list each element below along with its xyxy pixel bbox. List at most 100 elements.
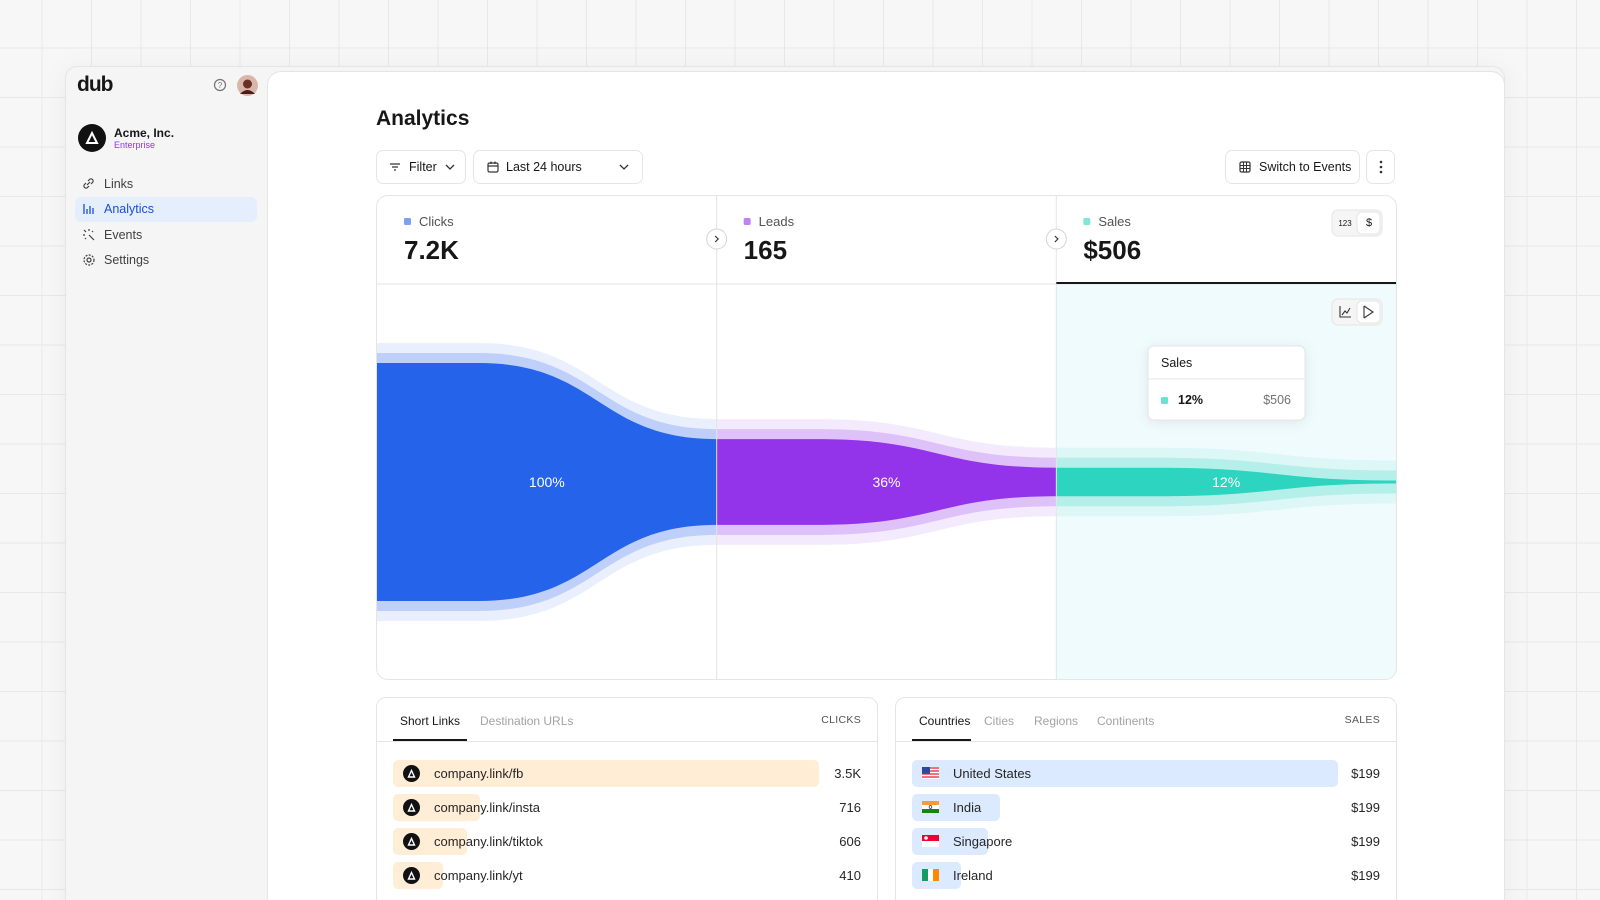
tab[interactable]: Cities [984,714,1015,728]
switch-label: Switch to Events [1259,160,1352,174]
tab-underline [912,739,971,741]
next-step-button[interactable] [706,228,728,250]
table-icon [1239,161,1251,173]
metric-label: CLICKS [821,714,861,726]
view-toggle-active [1356,300,1381,324]
row-name[interactable]: India [953,800,982,815]
row-value: $199 [1351,800,1380,815]
tab-divider [377,741,877,742]
svg-text:?: ? [218,81,223,90]
more-icon [1379,160,1382,174]
row-value: 410 [839,868,861,883]
tooltip-total: $506 [1263,393,1291,407]
flag-icon [922,869,939,881]
line-chart-icon[interactable] [1339,306,1351,318]
row-name[interactable]: company.link/insta [434,800,540,815]
link-icon [403,765,420,782]
date-range-picker[interactable]: Last 24 hours [473,150,643,184]
top-links-panel: Short Links Destination URLs CLICKS company… [376,697,878,900]
tooltip-box [1147,345,1306,421]
unit-toggle-option[interactable]: $ [1366,217,1372,229]
nav-item[interactable]: Links [75,171,257,196]
row-bar [393,760,819,787]
avatar[interactable] [237,75,258,96]
card-total: 165 [744,235,787,265]
nav-item[interactable]: Events [75,222,257,247]
tab[interactable]: Destination URLs [480,714,574,728]
row-name[interactable]: Ireland [953,868,993,883]
funnel-value-label: 100% [529,474,565,490]
nav-icon [83,228,95,240]
nav-icon [83,254,95,266]
tooltip-percent: 12% [1178,393,1203,407]
funnel-band [716,439,1057,525]
row-value: 606 [839,834,861,849]
row-value: $199 [1351,766,1380,781]
chevron [1054,235,1059,243]
row-name[interactable]: company.link/yt [434,868,523,883]
tab[interactable]: Short Links [400,714,461,728]
workspace-plan: Enterprise [114,140,156,150]
tab-underline [393,739,467,741]
tooltip-title: Sales [1161,356,1192,370]
workspace-logo [78,124,106,152]
nav-label: Analytics [104,202,155,216]
row-name[interactable]: company.link/tiktok [434,834,543,849]
card-label-dot [404,218,411,225]
switch-button[interactable]: Switch to Events [1225,150,1360,184]
filter-label: Filter [409,160,437,174]
row-name[interactable]: company.link/fb [434,766,524,781]
funnel-chart: 100% Clicks 7.2K 36% Leads 165 12% Sales $506 123… [377,196,1396,679]
link-icon [403,799,420,816]
card-label-dot [743,218,751,225]
card-total: $506 [1083,235,1141,265]
funnel-icon[interactable] [1363,305,1374,319]
nav-item[interactable]: Settings [75,248,257,273]
tab[interactable]: Continents [1097,714,1155,728]
tooltip-dot [1161,397,1168,404]
chevron [445,164,455,170]
link-icon [403,867,420,884]
card-label-dot [1083,218,1091,225]
calendar-icon [487,161,499,173]
funnel-band [1056,467,1396,497]
chevron [714,235,720,243]
filter-icon [390,163,400,171]
workspace-name[interactable]: Acme, Inc. [114,126,175,140]
card-label: Sales [1098,214,1131,229]
row-value: 3.5K [834,766,861,781]
flag-icon [922,767,939,779]
card-label: Leads [759,214,795,229]
row-value: $199 [1351,834,1380,849]
funnel-card: 100% Clicks 7.2K 36% Leads 165 12% Sales $506 123… [376,195,1397,680]
row-name[interactable]: United States [953,766,1032,781]
card-label: Clicks [419,214,454,229]
tab[interactable]: Regions [1034,714,1079,728]
nav-item[interactable]: Analytics [75,196,257,222]
next-step-button[interactable] [1045,228,1067,250]
more-button[interactable] [1366,150,1395,184]
nav-icon [83,204,94,214]
row-bar [912,760,1338,787]
date-range-label: Last 24 hours [506,160,582,174]
flag-icon [922,835,939,847]
page-title: Analytics [376,107,470,130]
filter-button[interactable]: Filter [376,150,466,184]
chevron [619,164,629,170]
funnel-band [377,363,717,601]
tooltip: Sales 12% $506 [1147,345,1306,421]
help-icon[interactable]: ? [213,78,227,92]
nav-icon [83,177,94,189]
logo[interactable]: dub [77,73,113,96]
nav-label: Settings [104,253,150,267]
row-name[interactable]: Singapore [953,834,1013,849]
unit-toggle-option[interactable]: 123 [1338,219,1352,228]
funnel-value-label: 36% [872,474,900,490]
toggle-active [1356,211,1381,235]
row-value: 716 [839,800,861,815]
nav-label: Links [104,176,134,191]
tab[interactable]: Countries [919,714,971,728]
link-icon [403,833,420,850]
card-total: 7.2K [404,235,459,265]
